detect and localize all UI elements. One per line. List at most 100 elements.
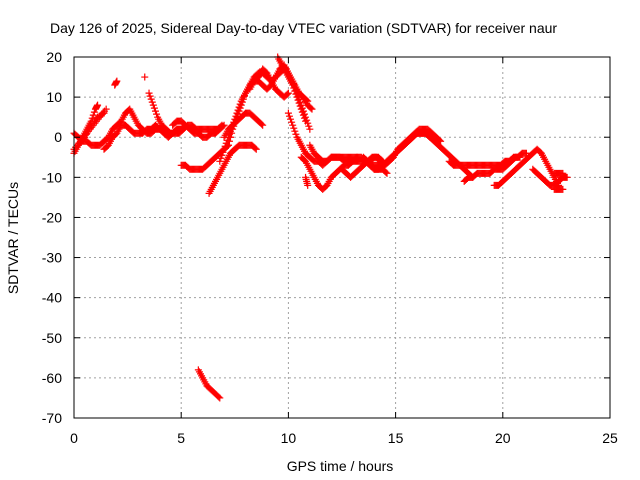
data-point — [90, 108, 98, 116]
series-s8 — [145, 89, 226, 137]
series-s9 — [169, 117, 228, 141]
data-point — [516, 153, 524, 161]
series-s23 — [338, 153, 385, 181]
x-axis: 0 5 10 15 20 25 — [70, 57, 618, 446]
y-tick-label: -30 — [42, 250, 62, 266]
grid-lines — [74, 57, 610, 418]
series-s6 — [111, 77, 121, 89]
data-point — [297, 105, 305, 113]
data-point — [284, 89, 292, 97]
data-point — [141, 73, 149, 81]
data-point — [238, 98, 246, 106]
series-s12 — [194, 366, 224, 402]
series-s31 — [550, 169, 567, 193]
data-point — [151, 107, 159, 115]
x-axis-label: GPS time / hours — [287, 458, 394, 474]
data-point — [258, 120, 266, 128]
data-point — [295, 99, 303, 107]
data-point — [237, 101, 245, 109]
data-point — [559, 185, 567, 193]
series-s29 — [490, 145, 563, 189]
data-point — [382, 168, 390, 176]
chart-title: Day 126 of 2025, Sidereal Day-to-day VTE… — [50, 20, 557, 36]
data-point — [307, 104, 315, 112]
data-point — [557, 173, 565, 181]
data-point — [252, 145, 260, 153]
x-tick-label: 10 — [281, 430, 297, 446]
y-tick-label: -50 — [42, 330, 62, 346]
data-point — [219, 122, 227, 130]
data-point — [145, 89, 153, 97]
data-point — [150, 104, 158, 112]
data-point — [220, 145, 228, 153]
data-point — [353, 153, 361, 161]
data-point — [82, 130, 90, 138]
data-point — [102, 105, 110, 113]
data-point — [298, 108, 306, 116]
data-point — [148, 98, 156, 106]
data-point — [285, 112, 293, 120]
data-points — [70, 53, 571, 402]
y-axis-label: SDTVAR / TECUs — [5, 182, 21, 294]
data-point — [289, 121, 297, 129]
y-tick-label: 10 — [46, 89, 62, 105]
data-point — [221, 142, 229, 150]
data-point — [294, 96, 302, 104]
series-s7 — [141, 73, 149, 81]
x-tick-label: 25 — [602, 430, 618, 446]
data-point — [302, 117, 310, 125]
series-s28 — [460, 153, 524, 185]
data-point — [234, 110, 242, 118]
data-point — [227, 133, 235, 141]
plot-frame — [73, 56, 611, 419]
data-point — [149, 101, 157, 109]
data-point — [299, 111, 307, 119]
data-point — [559, 169, 567, 177]
data-point — [215, 393, 223, 401]
data-point — [100, 109, 108, 117]
data-point — [113, 77, 121, 85]
y-axis: 20 10 0 -10 -20 -30 -40 -50 -60 -70 — [42, 49, 610, 426]
data-point — [522, 149, 530, 157]
y-tick-label: -40 — [42, 290, 62, 306]
data-point — [217, 154, 225, 162]
data-point — [290, 124, 298, 132]
y-tick-label: -70 — [42, 410, 62, 426]
x-tick-label: 20 — [495, 430, 511, 446]
data-point — [308, 105, 316, 113]
data-point — [288, 118, 296, 126]
y-tick-label: -10 — [42, 169, 62, 185]
data-point — [86, 124, 94, 132]
data-point — [293, 93, 301, 101]
y-tick-label: 0 — [54, 129, 62, 145]
data-point — [306, 125, 314, 133]
data-point — [147, 95, 155, 103]
data-point — [235, 107, 243, 115]
data-point — [259, 121, 267, 129]
data-point — [437, 137, 445, 145]
data-point — [287, 115, 295, 123]
y-tick-label: -20 — [42, 209, 62, 225]
data-point — [218, 151, 226, 159]
data-point — [225, 137, 233, 145]
data-point — [300, 114, 308, 122]
series-s15 — [220, 109, 267, 141]
data-point — [383, 169, 391, 177]
x-tick-label: 5 — [177, 430, 185, 446]
data-point — [216, 157, 224, 165]
data-point — [94, 101, 102, 109]
data-point — [305, 122, 313, 130]
data-point — [284, 109, 292, 117]
series-s21 — [306, 141, 361, 165]
data-point — [555, 177, 563, 185]
series-s18 — [295, 89, 316, 113]
y-tick-label: -60 — [42, 370, 62, 386]
y-tick-label: 20 — [46, 49, 62, 65]
data-point — [304, 181, 312, 189]
x-tick-label: 15 — [388, 430, 404, 446]
data-point — [251, 144, 259, 152]
series-s16 — [246, 65, 292, 101]
data-point — [563, 173, 571, 181]
data-point — [240, 92, 248, 100]
